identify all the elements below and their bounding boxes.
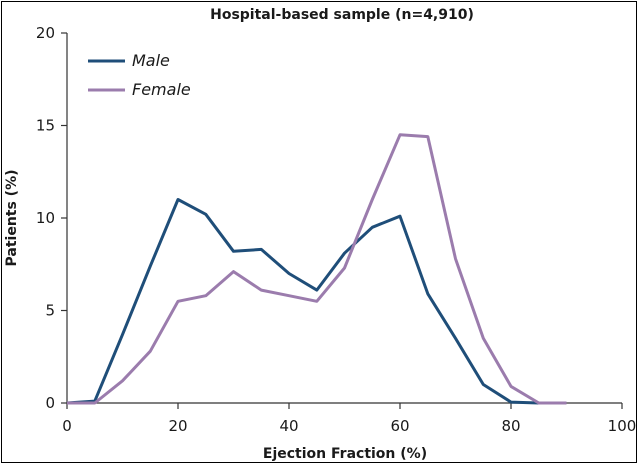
x-tick-label: 20 (168, 417, 187, 435)
chart-title: Hospital-based sample (n=4,910) (210, 7, 474, 23)
y-tick-label: 15 (36, 117, 55, 135)
series-lines (66, 133, 567, 405)
y-tick-label: 0 (45, 394, 55, 412)
y-axis-label: Patients (%) (4, 169, 20, 266)
x-tick-label: 80 (501, 417, 520, 435)
legend: Male Female (88, 51, 191, 99)
x-tick-label: 40 (279, 417, 298, 435)
legend-label-male: Male (132, 51, 170, 70)
x-axis-label: Ejection Fraction (%) (263, 446, 427, 462)
x-tick-label: 0 (62, 417, 72, 435)
y-tick-label: 5 (45, 302, 55, 320)
series-line-female (67, 133, 567, 405)
y-tick-label: 20 (36, 24, 55, 42)
x-tick-label: 60 (390, 417, 409, 435)
y-tick-label: 10 (36, 209, 55, 227)
x-axis-ticks: 0 20 40 60 80 100 (62, 403, 636, 435)
series-line-male (66, 198, 539, 405)
legend-label-female: Female (132, 80, 191, 99)
x-tick-label: 100 (608, 417, 637, 435)
y-axis-ticks: 0 5 10 15 20 (36, 24, 67, 412)
